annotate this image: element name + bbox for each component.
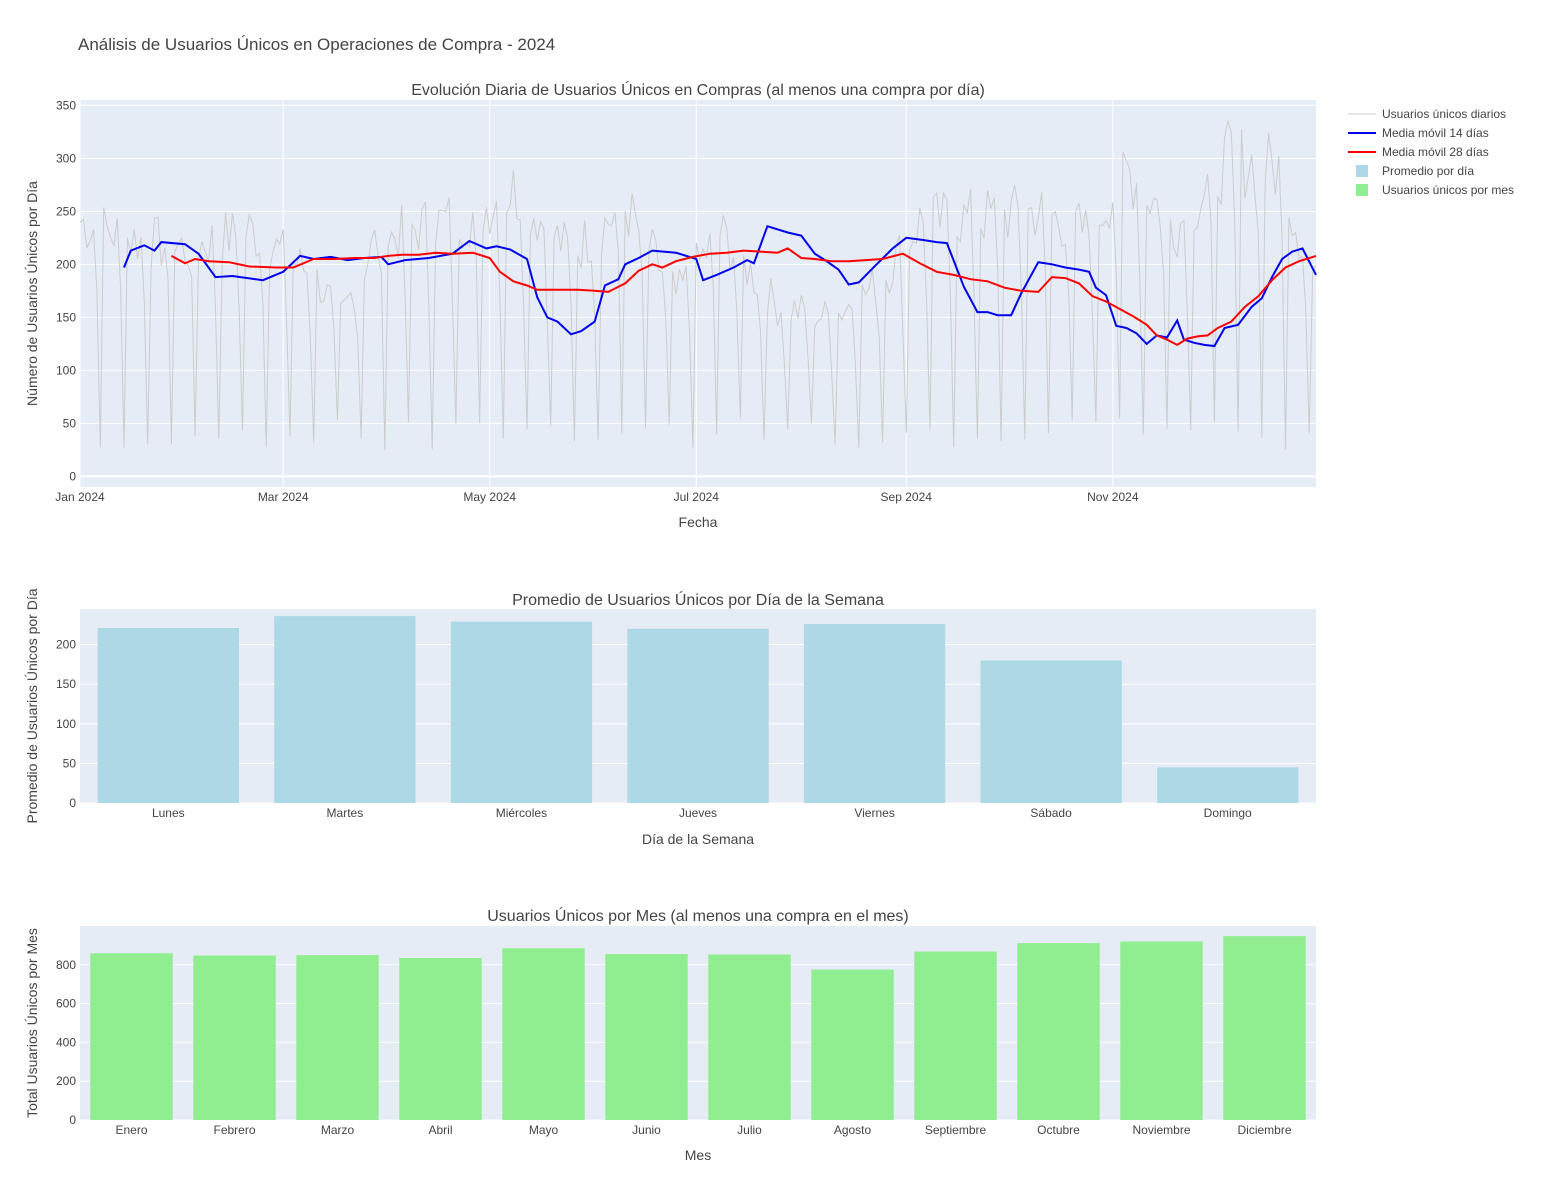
- y-tick-label: 0: [69, 796, 76, 810]
- legend-swatch-box: [1356, 184, 1368, 196]
- bar-miércoles[interactable]: [450, 621, 593, 803]
- figure-title: Análisis de Usuarios Únicos en Operacion…: [78, 35, 555, 54]
- x-tick-label: Abril: [428, 1123, 452, 1137]
- weekday-bars[interactable]: [97, 616, 1299, 804]
- x-tick-label: Septiembre: [925, 1123, 987, 1137]
- bar-diciembre[interactable]: [1223, 936, 1306, 1120]
- legend-swatch-box: [1356, 165, 1368, 177]
- monthly-gridlines: [80, 964, 1316, 1121]
- monthly-chart-title: Usuarios Únicos por Mes (al menos una co…: [487, 906, 909, 925]
- bar-septiembre[interactable]: [914, 951, 997, 1120]
- daily-evolution-chart: 0 50 100 150 200 250 300 350 Jan 2024 Mar 2024 May…: [24, 80, 1317, 530]
- x-tick-label: Febrero: [213, 1123, 255, 1137]
- bar-domingo[interactable]: [1157, 767, 1299, 803]
- y-tick-label: 300: [56, 151, 76, 165]
- daily-users-series[interactable]: [79, 120, 1317, 450]
- bar-abril[interactable]: [399, 958, 482, 1120]
- y-tick-label: 250: [56, 204, 76, 218]
- y-tick-label: 50: [63, 756, 77, 770]
- bar-junio[interactable]: [605, 954, 688, 1120]
- x-tick-label: Julio: [737, 1123, 762, 1137]
- x-tick-label: Junio: [632, 1123, 661, 1137]
- legend-item-label[interactable]: Usuarios únicos por mes: [1382, 183, 1514, 197]
- x-tick-label: Sábado: [1030, 806, 1072, 820]
- ma28-series[interactable]: [170, 247, 1317, 347]
- y-tick-label: 150: [56, 677, 76, 691]
- monthly-users-chart: 0 200 400 600 800 Enero Febrero Marzo Abril Mayo J…: [24, 906, 1316, 1163]
- daily-axis-ticks: 0 50 100 150 200 250 300 350 Jan 2024 Mar 2024 May…: [55, 98, 1139, 504]
- x-tick-label: Domingo: [1204, 806, 1252, 820]
- weekday-axis-ticks: 0 50 100 150 200 Lunes Martes Miércoles Jueves Vi…: [56, 638, 1252, 820]
- x-tick-label: Viernes: [854, 806, 894, 820]
- x-tick-label: Marzo: [321, 1123, 355, 1137]
- daily-x-axis-label: Fecha: [679, 514, 718, 530]
- y-tick-label: 200: [56, 257, 76, 271]
- weekday-average-chart: 0 50 100 150 200 Lunes Martes Miércoles Jueves Vi…: [24, 588, 1316, 847]
- monthly-plot-area[interactable]: [80, 926, 1316, 1120]
- weekday-y-axis-label: Promedio de Usuarios Únicos por Día: [24, 588, 40, 823]
- bar-jueves[interactable]: [627, 628, 769, 803]
- x-tick-label: Jueves: [679, 806, 717, 820]
- legend-item-label[interactable]: Media móvil 14 días: [1382, 126, 1489, 140]
- bar-octubre[interactable]: [1017, 943, 1100, 1120]
- y-tick-label: 800: [56, 958, 76, 972]
- daily-gridlines: [79, 100, 1316, 487]
- x-tick-label: Octubre: [1037, 1123, 1080, 1137]
- legend: Usuarios únicos diarios Media móvil 14 dí…: [1348, 107, 1514, 197]
- bar-enero[interactable]: [90, 953, 173, 1120]
- bar-martes[interactable]: [274, 616, 416, 803]
- x-tick-label: Agosto: [834, 1123, 872, 1137]
- bar-mayo[interactable]: [502, 948, 585, 1120]
- x-tick-label: Jul 2024: [674, 490, 720, 504]
- daily-users-line[interactable]: [79, 120, 1317, 450]
- bar-julio[interactable]: [708, 954, 791, 1121]
- y-tick-label: 0: [69, 1113, 76, 1127]
- y-tick-label: 150: [56, 310, 76, 324]
- y-tick-label: 200: [56, 1074, 76, 1088]
- bar-noviembre[interactable]: [1120, 941, 1203, 1121]
- bar-lunes[interactable]: [97, 628, 239, 803]
- bar-marzo[interactable]: [296, 955, 379, 1120]
- x-tick-label: Enero: [115, 1123, 147, 1137]
- daily-y-axis-label: Número de Usuarios Únicos por Día: [24, 181, 40, 406]
- x-tick-label: Nov 2024: [1087, 490, 1139, 504]
- bar-febrero[interactable]: [193, 955, 276, 1121]
- y-tick-label: 600: [56, 997, 76, 1011]
- monthly-x-axis-label: Mes: [685, 1147, 711, 1163]
- weekday-chart-title: Promedio de Usuarios Únicos por Día de l…: [512, 590, 884, 609]
- x-tick-label: Martes: [327, 806, 364, 820]
- legend-item-label[interactable]: Promedio por día: [1382, 164, 1474, 178]
- x-tick-label: Jan 2024: [55, 490, 105, 504]
- x-tick-label: Sep 2024: [881, 490, 933, 504]
- bar-agosto[interactable]: [811, 969, 894, 1120]
- monthly-axis-ticks: 0 200 400 600 800 Enero Febrero Marzo Abril Mayo J…: [56, 958, 1292, 1137]
- y-tick-label: 0: [69, 469, 76, 483]
- ma28-line[interactable]: [170, 247, 1317, 347]
- y-tick-label: 400: [56, 1035, 76, 1049]
- bar-sábado[interactable]: [980, 660, 1122, 804]
- y-tick-label: 100: [56, 363, 76, 377]
- x-tick-label: Lunes: [152, 806, 185, 820]
- x-tick-label: Mar 2024: [258, 490, 309, 504]
- y-tick-label: 50: [63, 416, 77, 430]
- monthly-y-axis-label: Total Usuarios Únicos por Mes: [24, 928, 40, 1118]
- y-tick-label: 350: [56, 98, 76, 112]
- weekday-x-axis-label: Día de la Semana: [642, 831, 754, 847]
- x-tick-label: Mayo: [529, 1123, 559, 1137]
- daily-chart-title: Evolución Diaria de Usuarios Únicos en C…: [411, 80, 985, 99]
- y-tick-label: 200: [56, 638, 76, 652]
- legend-item-label[interactable]: Media móvil 28 días: [1382, 145, 1489, 159]
- x-tick-label: May 2024: [463, 490, 516, 504]
- y-tick-label: 100: [56, 717, 76, 731]
- x-tick-label: Miércoles: [496, 806, 547, 820]
- x-tick-label: Noviembre: [1132, 1123, 1190, 1137]
- x-tick-label: Diciembre: [1237, 1123, 1291, 1137]
- legend-item-label[interactable]: Usuarios únicos diarios: [1382, 107, 1506, 121]
- bar-viernes[interactable]: [803, 624, 946, 803]
- monthly-bars[interactable]: [90, 936, 1306, 1121]
